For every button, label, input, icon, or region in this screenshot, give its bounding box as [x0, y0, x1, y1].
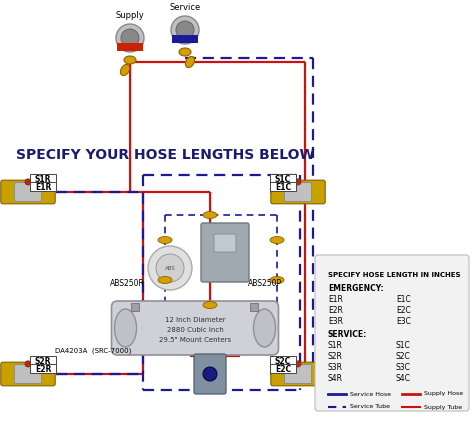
Text: S4C: S4C	[396, 374, 411, 383]
Bar	[250, 303, 258, 311]
Text: 29.5" Mount Centers: 29.5" Mount Centers	[159, 337, 231, 343]
Circle shape	[121, 29, 139, 47]
FancyBboxPatch shape	[117, 43, 143, 51]
FancyBboxPatch shape	[1, 362, 55, 386]
Text: E1C: E1C	[396, 295, 411, 304]
Circle shape	[156, 254, 184, 282]
Text: ABS250R: ABS250R	[110, 279, 145, 288]
Bar	[30, 182, 56, 191]
FancyBboxPatch shape	[194, 354, 226, 394]
Ellipse shape	[270, 277, 284, 283]
Text: 12 Inch Diameter: 12 Inch Diameter	[164, 317, 225, 323]
Text: SPECIFY HOSE LENGTH IN INCHES: SPECIFY HOSE LENGTH IN INCHES	[328, 272, 461, 278]
FancyBboxPatch shape	[14, 183, 42, 201]
Bar	[270, 356, 296, 366]
Circle shape	[176, 21, 194, 39]
FancyBboxPatch shape	[284, 365, 311, 384]
FancyBboxPatch shape	[14, 365, 42, 384]
Bar	[270, 182, 296, 191]
Ellipse shape	[254, 309, 275, 347]
FancyBboxPatch shape	[214, 234, 236, 252]
FancyBboxPatch shape	[284, 183, 311, 201]
FancyBboxPatch shape	[1, 180, 55, 204]
FancyBboxPatch shape	[111, 301, 279, 355]
Text: E2C: E2C	[396, 306, 411, 315]
Text: 2880 Cubic Inch: 2880 Cubic Inch	[167, 327, 223, 333]
Circle shape	[25, 361, 31, 367]
Text: EMERGENCY:: EMERGENCY:	[328, 284, 383, 293]
Text: S1C: S1C	[396, 341, 411, 350]
Circle shape	[116, 24, 144, 52]
Ellipse shape	[203, 301, 217, 309]
Text: E3C: E3C	[396, 317, 411, 326]
Ellipse shape	[270, 237, 284, 243]
Text: SPECIFY YOUR HOSE LENGTHS BELOW: SPECIFY YOUR HOSE LENGTHS BELOW	[16, 148, 314, 162]
Text: E1C: E1C	[275, 183, 291, 192]
Ellipse shape	[115, 309, 137, 347]
Ellipse shape	[158, 277, 172, 283]
Circle shape	[25, 179, 31, 185]
Text: SERVICE:: SERVICE:	[328, 330, 367, 339]
Circle shape	[148, 246, 192, 290]
FancyBboxPatch shape	[201, 223, 249, 282]
Text: S3R: S3R	[328, 363, 343, 372]
Text: E2R: E2R	[35, 365, 51, 374]
Text: DA4203A  (SRC-7000): DA4203A (SRC-7000)	[55, 347, 131, 354]
Text: Service Hose: Service Hose	[350, 392, 391, 397]
Text: S1R: S1R	[35, 175, 51, 184]
Text: Supply Hose: Supply Hose	[424, 392, 463, 397]
Text: E2C: E2C	[275, 365, 291, 374]
Bar	[270, 174, 296, 184]
Text: Service Tube: Service Tube	[350, 405, 390, 410]
Text: S2R: S2R	[328, 352, 343, 361]
Text: E2R: E2R	[328, 306, 343, 315]
Bar	[30, 356, 56, 366]
Circle shape	[295, 179, 301, 185]
Ellipse shape	[203, 211, 217, 218]
Ellipse shape	[120, 64, 129, 75]
Text: S1R: S1R	[328, 341, 343, 350]
Circle shape	[203, 367, 217, 381]
Text: E3R: E3R	[328, 317, 343, 326]
Text: Service: Service	[169, 3, 201, 13]
Ellipse shape	[185, 56, 195, 67]
FancyBboxPatch shape	[172, 35, 198, 43]
Text: E1R: E1R	[35, 183, 51, 192]
Circle shape	[171, 16, 199, 44]
Text: ABS: ABS	[164, 266, 175, 271]
FancyBboxPatch shape	[271, 362, 325, 386]
Text: Supply: Supply	[116, 11, 145, 21]
Ellipse shape	[179, 48, 191, 56]
FancyBboxPatch shape	[315, 255, 469, 411]
Text: ABS250P: ABS250P	[248, 279, 282, 288]
FancyBboxPatch shape	[271, 180, 325, 204]
Text: S3C: S3C	[396, 363, 411, 372]
Bar	[131, 303, 139, 311]
Bar	[30, 364, 56, 373]
Ellipse shape	[158, 237, 172, 243]
Text: S4R: S4R	[328, 374, 343, 383]
Ellipse shape	[124, 56, 136, 64]
Text: S1C: S1C	[275, 175, 291, 184]
Text: E1R: E1R	[328, 295, 343, 304]
Bar	[270, 364, 296, 373]
Text: S2R: S2R	[35, 357, 51, 365]
Bar	[30, 174, 56, 184]
Circle shape	[295, 361, 301, 367]
Text: Supply Tube: Supply Tube	[424, 405, 462, 410]
Text: S2C: S2C	[396, 352, 411, 361]
Text: S2C: S2C	[275, 357, 291, 365]
